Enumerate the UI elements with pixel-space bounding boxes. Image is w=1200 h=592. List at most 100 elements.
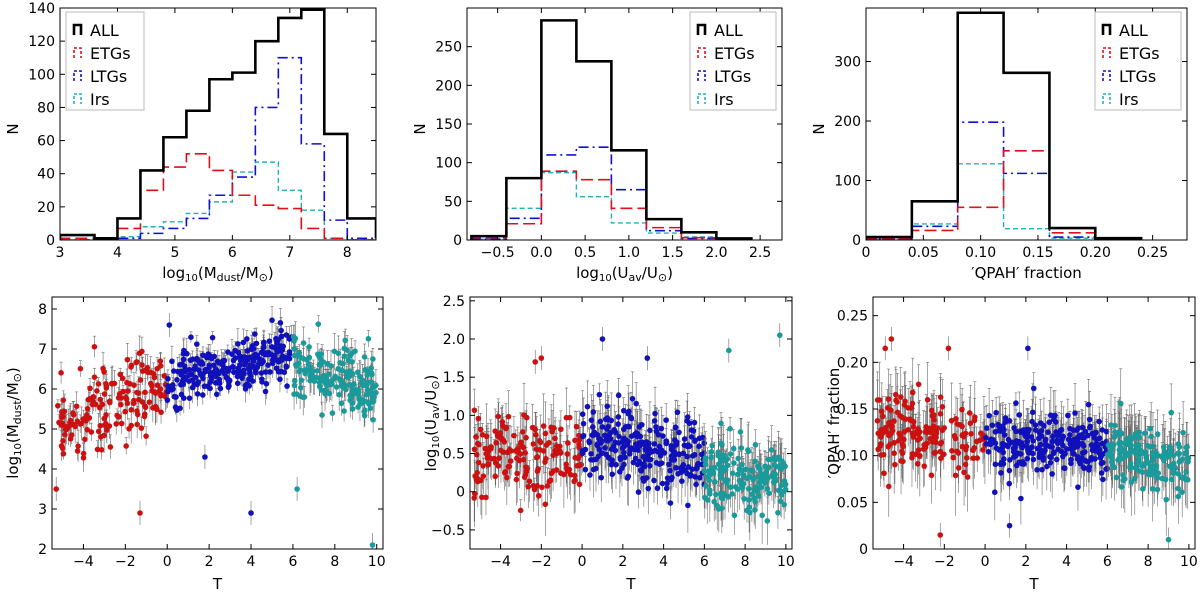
- data-point: [244, 336, 250, 342]
- data-point: [544, 483, 551, 489]
- points-layer: [471, 323, 789, 545]
- data-point: [291, 346, 298, 352]
- y-tick-label: 60: [37, 134, 55, 150]
- plot-frame: [59, 7, 377, 241]
- data-point: [699, 434, 706, 441]
- data-point: [910, 418, 917, 425]
- x-tick-label: 4: [113, 245, 122, 261]
- data-point: [188, 334, 194, 340]
- data-point: [202, 368, 208, 375]
- data-point: [673, 439, 680, 445]
- data-point: [572, 472, 578, 479]
- data-point: [710, 470, 717, 477]
- data-point: [625, 423, 632, 430]
- data-point: [241, 361, 248, 368]
- data-point: [616, 433, 622, 440]
- data-point: [58, 370, 64, 376]
- data-point: [277, 376, 283, 383]
- plot-frame: [469, 296, 793, 550]
- data-point: [563, 465, 570, 472]
- data-point: [471, 495, 477, 501]
- data-point: [480, 473, 487, 479]
- data-point: [752, 442, 759, 448]
- x-tick-label: 6: [700, 554, 709, 570]
- x-tick-label: −4: [73, 554, 94, 570]
- data-point: [637, 467, 644, 473]
- data-point: [687, 473, 694, 479]
- data-point: [355, 404, 361, 410]
- data-point: [534, 468, 541, 475]
- data-point: [671, 449, 678, 455]
- data-point: [928, 429, 934, 436]
- data-point: [479, 494, 485, 501]
- data-point: [691, 419, 698, 426]
- data-point: [497, 430, 503, 436]
- data-point: [1046, 419, 1053, 426]
- data-point: [775, 509, 781, 516]
- data-point: [735, 471, 741, 478]
- data-point: [727, 425, 733, 432]
- data-point: [624, 442, 631, 448]
- data-point: [704, 497, 711, 503]
- x-tick-label: 8: [330, 554, 339, 570]
- y-tick-label: 100: [435, 156, 462, 172]
- data-point: [321, 372, 327, 379]
- data-point: [271, 352, 278, 359]
- data-point: [711, 464, 718, 471]
- data-point: [739, 461, 745, 468]
- data-point: [208, 355, 215, 362]
- series-etgs-line: [866, 149, 1142, 240]
- data-point: [124, 400, 131, 407]
- y-tick-label: 300: [834, 55, 861, 71]
- data-point: [701, 440, 707, 446]
- x-tick-label: −0.5: [481, 245, 515, 261]
- data-point: [60, 397, 67, 403]
- data-point: [724, 456, 731, 462]
- data-point: [966, 410, 973, 416]
- data-point: [738, 445, 745, 451]
- data-point: [318, 360, 324, 367]
- data-point: [260, 340, 267, 346]
- data-point: [999, 440, 1006, 447]
- data-point: [643, 475, 650, 481]
- data-point: [724, 462, 731, 469]
- data-point: [706, 468, 712, 474]
- data-point: [758, 484, 764, 491]
- data-point: [584, 403, 591, 410]
- data-point: [95, 428, 102, 435]
- data-point: [329, 410, 336, 416]
- data-point: [692, 437, 699, 444]
- data-point: [964, 474, 971, 480]
- data-point: [891, 439, 898, 446]
- data-point: [350, 381, 357, 387]
- data-point: [709, 442, 716, 449]
- data-point: [881, 470, 887, 477]
- data-point: [959, 431, 966, 438]
- data-point: [523, 464, 529, 470]
- data-point: [206, 362, 212, 369]
- data-point: [87, 385, 93, 392]
- data-point: [124, 356, 131, 363]
- y-tick-label: 200: [435, 78, 462, 94]
- data-point: [526, 478, 533, 485]
- data-point: [666, 461, 672, 468]
- data-point: [306, 344, 312, 350]
- legend-label-etgs: ETGs: [1119, 44, 1160, 63]
- data-point: [593, 465, 599, 472]
- legend-marker-irs: [1102, 93, 1111, 104]
- data-point: [356, 393, 362, 400]
- data-point: [499, 419, 506, 425]
- data-point: [550, 452, 556, 459]
- data-point: [1000, 449, 1007, 456]
- data-point: [707, 487, 713, 494]
- data-point: [669, 474, 675, 481]
- x-tick-label: 0: [163, 554, 172, 570]
- data-point: [485, 461, 492, 467]
- data-point: [266, 351, 273, 358]
- data-point: [207, 385, 213, 392]
- data-point: [56, 419, 62, 426]
- data-point: [1006, 467, 1013, 474]
- data-point: [183, 367, 189, 374]
